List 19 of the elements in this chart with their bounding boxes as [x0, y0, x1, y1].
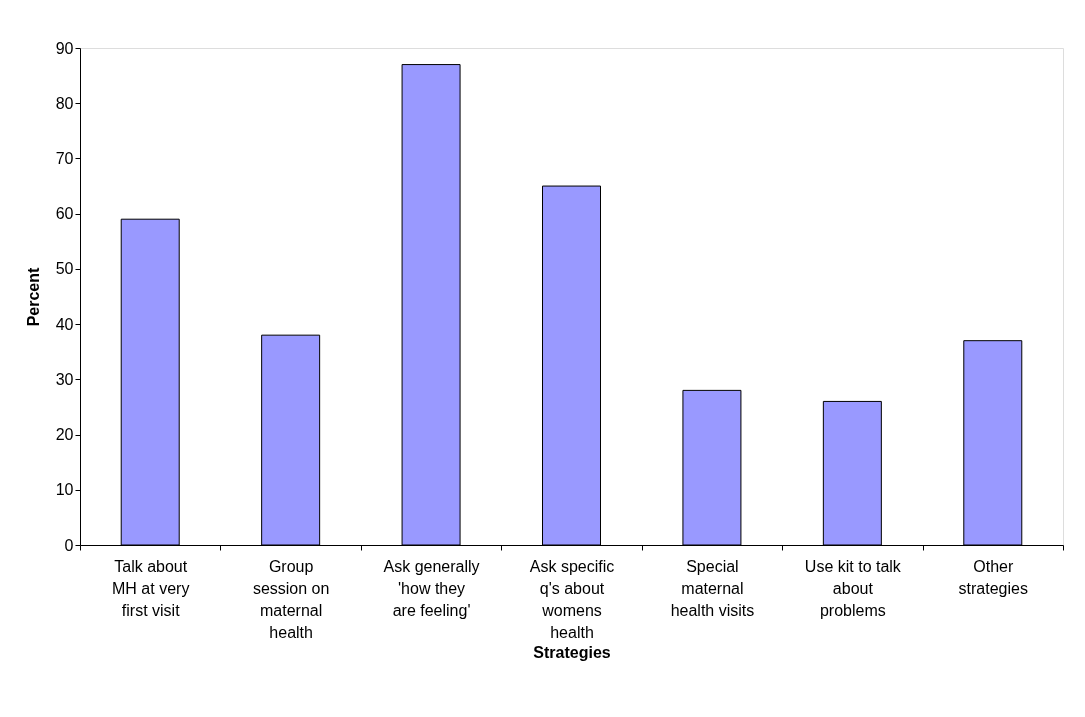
- y-tick-label: 40: [55, 315, 74, 333]
- y-tick-label: 90: [55, 39, 74, 57]
- y-tick-label: 70: [55, 149, 74, 167]
- y-tick-label: 20: [55, 426, 74, 444]
- y-tick-label: 50: [55, 260, 74, 278]
- y-tick-label: 10: [55, 481, 74, 499]
- x-tick-label: Use kit to talk about problems: [804, 557, 902, 619]
- x-tick-label: Talk about MH at very first visit: [112, 557, 190, 619]
- y-tick-label: 80: [55, 94, 74, 112]
- x-tick-label: Other strategies: [958, 557, 1028, 597]
- y-axis-title: Percent: [24, 266, 42, 327]
- x-tick-label: Ask generally 'how they are feeling': [383, 557, 480, 619]
- y-tick-label: 30: [55, 370, 74, 388]
- y-tick-label: 60: [55, 205, 74, 223]
- x-axis-title: Strategies: [533, 643, 611, 661]
- x-tick-label: Special maternal health visits: [670, 557, 755, 619]
- y-tick-label: 0: [64, 536, 74, 554]
- x-tick-label: Ask specific q's about womens health: [529, 557, 615, 641]
- x-tick-label: Group session on maternal health: [252, 557, 330, 641]
